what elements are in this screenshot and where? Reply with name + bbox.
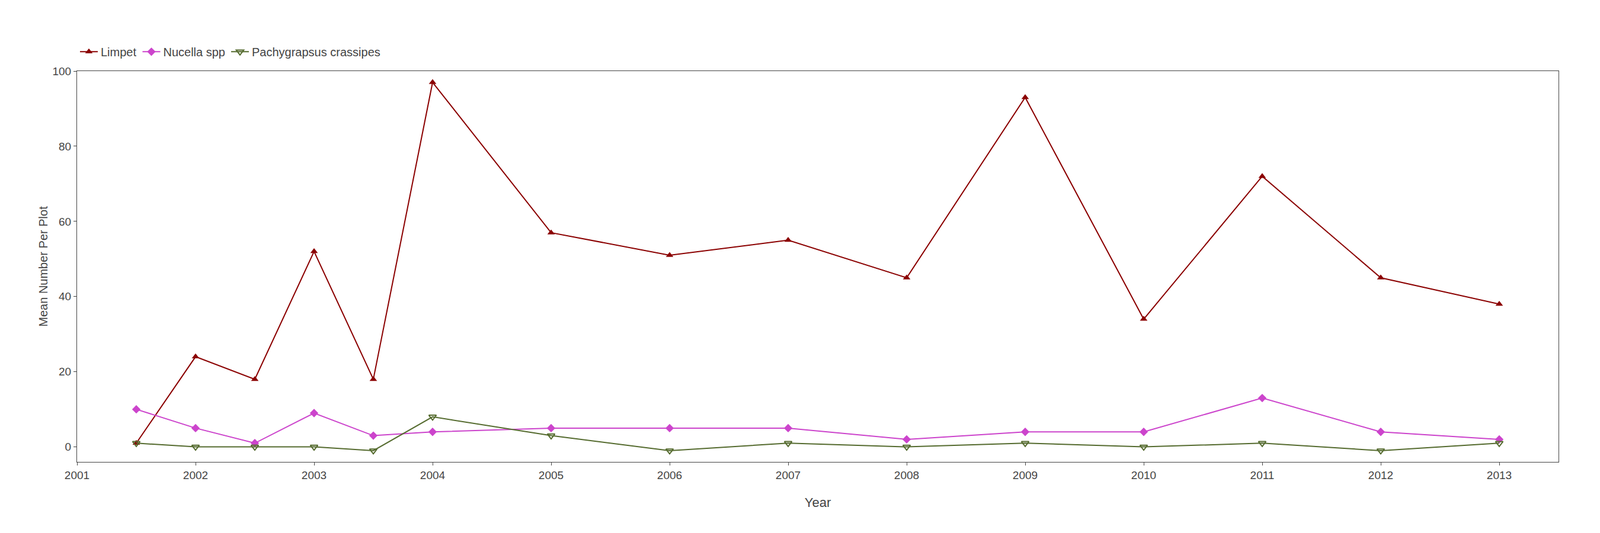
svg-text:Year: Year <box>804 495 831 511</box>
svg-text:2008: 2008 <box>894 469 920 482</box>
svg-text:2006: 2006 <box>657 469 683 482</box>
svg-text:2002: 2002 <box>183 469 208 482</box>
svg-text:2009: 2009 <box>1012 469 1038 482</box>
svg-text:2013: 2013 <box>1486 469 1512 482</box>
svg-text:2001: 2001 <box>64 469 90 482</box>
svg-text:Pachygrapsus crassipes: Pachygrapsus crassipes <box>251 45 381 59</box>
svg-text:Nucella spp: Nucella spp <box>162 45 226 59</box>
svg-text:2012: 2012 <box>1368 469 1394 482</box>
svg-text:100: 100 <box>52 65 72 78</box>
svg-text:2005: 2005 <box>538 469 564 482</box>
svg-text:20: 20 <box>58 365 72 379</box>
svg-text:80: 80 <box>58 140 72 153</box>
svg-text:2003: 2003 <box>301 469 327 482</box>
svg-text:2010: 2010 <box>1131 469 1157 482</box>
svg-text:60: 60 <box>58 215 72 229</box>
svg-text:0: 0 <box>65 440 72 454</box>
svg-text:2011: 2011 <box>1250 469 1275 482</box>
svg-text:Limpet: Limpet <box>100 45 137 59</box>
svg-text:2007: 2007 <box>775 469 801 482</box>
svg-text:40: 40 <box>58 290 72 303</box>
svg-text:Mean Number Per Plot: Mean Number Per Plot <box>36 206 50 328</box>
svg-text:2004: 2004 <box>420 469 446 482</box>
